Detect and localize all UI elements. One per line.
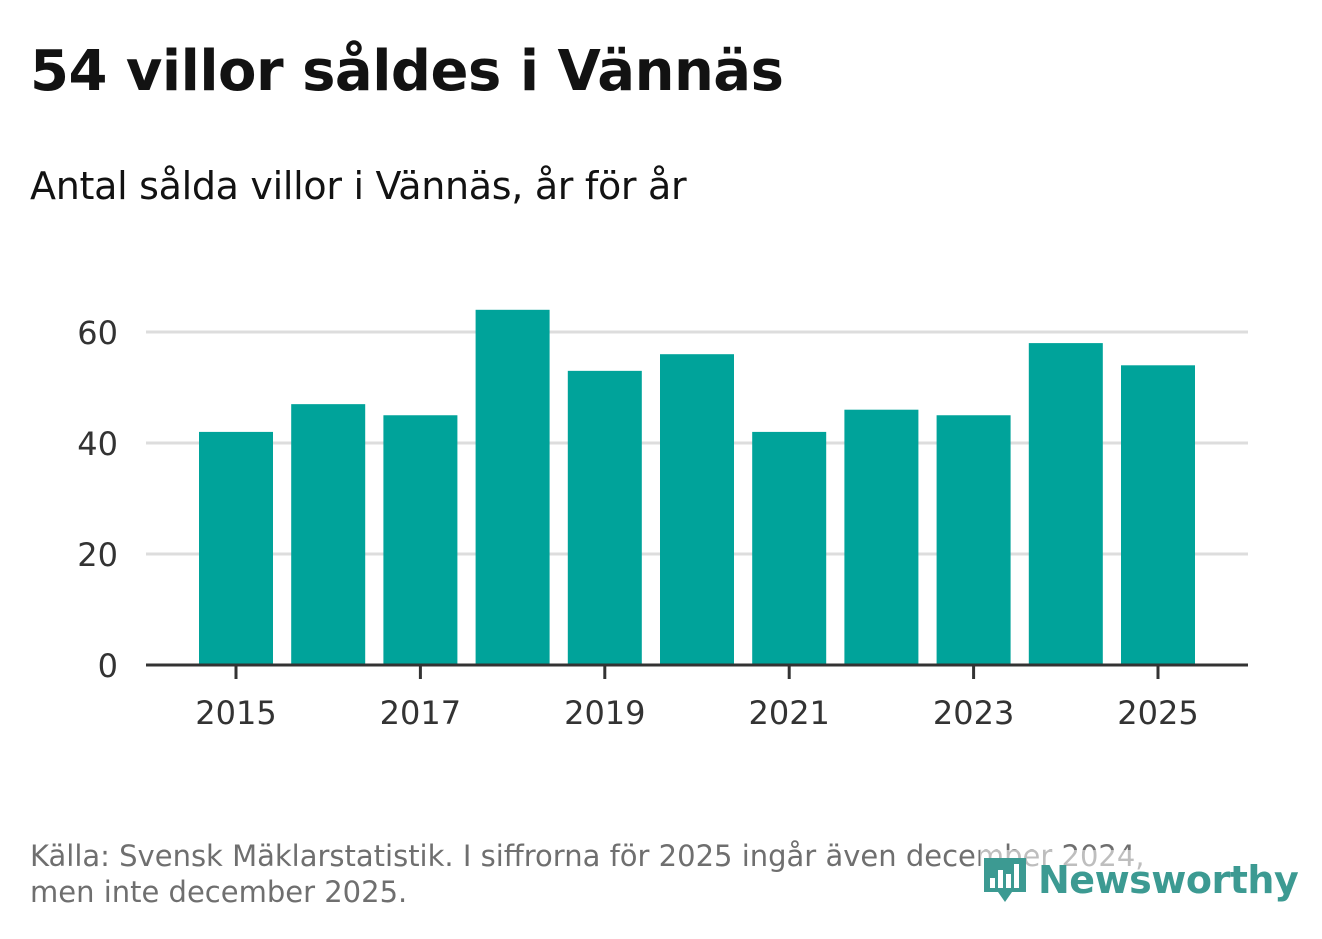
x-axis bbox=[146, 663, 1248, 679]
x-tick-label: 2023 bbox=[933, 694, 1014, 732]
bar-2016 bbox=[291, 404, 366, 665]
x-axis-tick-labels: 2015 2017 2019 2021 2023 2025 bbox=[195, 694, 1198, 732]
chart-subtitle: Antal sålda villor i Vännäs, år för år bbox=[30, 164, 687, 208]
y-tick-label: 20 bbox=[77, 536, 118, 574]
bar-chart: 0 20 40 60 2015 2017 2019 2021 2023 2025 bbox=[77, 309, 1248, 732]
bar-2023 bbox=[936, 415, 1011, 665]
chart-title: 54 villor såldes i Vännäs bbox=[30, 39, 784, 104]
x-tick-label: 2019 bbox=[564, 694, 645, 732]
source-note-line-1: Källa: Svensk Mäklarstatistik. I siffror… bbox=[30, 839, 1145, 873]
bar-2021 bbox=[752, 431, 827, 665]
newsworthy-logo: Newsworthy bbox=[980, 850, 1299, 910]
bars bbox=[199, 309, 1195, 665]
y-tick-label: 0 bbox=[98, 647, 118, 685]
bar-2020 bbox=[660, 354, 734, 665]
source-note-line-2: men inte december 2025. bbox=[30, 875, 408, 909]
bar-2015 bbox=[199, 431, 273, 665]
newsworthy-wordmark: Newsworthy bbox=[1038, 858, 1299, 902]
bar-2022 bbox=[844, 409, 919, 665]
bar-2024 bbox=[1028, 343, 1103, 665]
y-tick-label: 40 bbox=[77, 425, 118, 463]
bar-2017 bbox=[383, 415, 458, 665]
x-tick-label: 2021 bbox=[748, 694, 829, 732]
bar-2025 bbox=[1121, 365, 1195, 665]
y-axis-tick-labels: 0 20 40 60 bbox=[77, 314, 118, 685]
bar-2019 bbox=[567, 370, 642, 665]
newsworthy-bar-chart-icon bbox=[984, 858, 1026, 902]
x-tick-label: 2015 bbox=[195, 694, 276, 732]
bar-2018 bbox=[475, 309, 550, 665]
x-tick-label: 2025 bbox=[1117, 694, 1198, 732]
y-tick-label: 60 bbox=[77, 314, 118, 352]
source-note: Källa: Svensk Mäklarstatistik. I siffror… bbox=[30, 838, 1250, 910]
x-tick-label: 2017 bbox=[380, 694, 461, 732]
